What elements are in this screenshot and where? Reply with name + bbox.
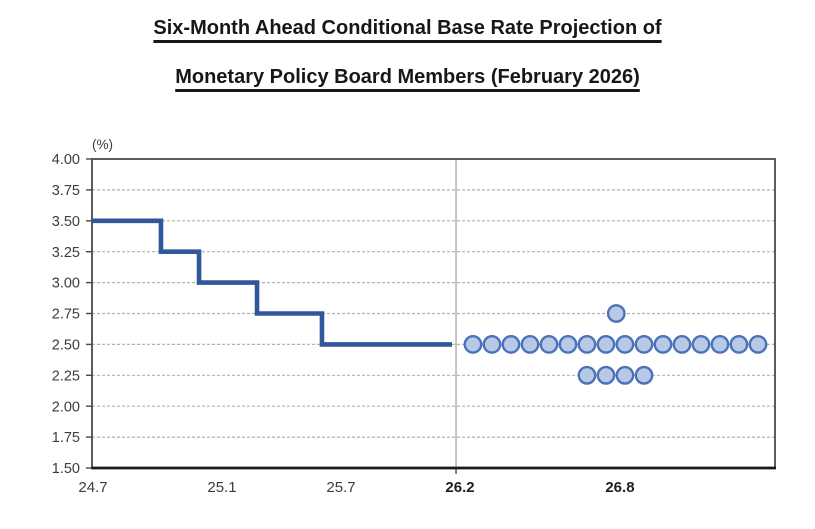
projection-dot (634, 334, 654, 354)
y-axis-unit-label: (%) (92, 137, 113, 152)
projection-dot (748, 334, 768, 354)
projection-dot (577, 365, 597, 385)
projection-dot (672, 334, 692, 354)
projection-dot (501, 334, 521, 354)
y-axis-label: 2.25 (52, 368, 80, 384)
projection-dot (615, 365, 635, 385)
x-axis-label: 26.8 (605, 479, 634, 496)
projection-dot (539, 334, 559, 354)
projection-dot (596, 334, 616, 354)
projection-dot (606, 304, 626, 323)
x-axis-label: 25.7 (326, 479, 355, 496)
projection-dot (463, 334, 483, 354)
y-axis-label: 2.50 (52, 337, 80, 353)
y-axis-label: 3.25 (52, 245, 80, 261)
chart-title-line1: Six-Month Ahead Conditional Base Rate Pr… (153, 17, 662, 39)
y-axis-label: 3.00 (52, 276, 80, 292)
y-axis-label: 1.75 (52, 430, 80, 446)
projection-dot (520, 334, 540, 354)
y-axis-label: 2.00 (52, 399, 80, 415)
y-axis-label: 3.75 (52, 183, 80, 199)
y-axis-label: 1.50 (52, 461, 80, 477)
projection-dot (558, 334, 578, 354)
x-axis-label: 24.7 (78, 479, 107, 496)
projection-dot (615, 334, 635, 354)
chart-title-line2: Monetary Policy Board Members (February … (175, 66, 640, 88)
y-axis-label: 2.75 (52, 307, 80, 323)
projection-dot (596, 365, 616, 385)
projection-dot (691, 334, 711, 354)
x-axis-label: 26.2 (445, 479, 474, 496)
x-axis-label: 25.1 (207, 479, 236, 496)
projection-dot (482, 334, 502, 354)
y-axis-label: 4.00 (52, 152, 80, 168)
projection-dot (577, 334, 597, 354)
projection-dot (653, 334, 673, 354)
projection-dot (710, 334, 730, 354)
actual-rate-step-line (92, 218, 453, 347)
projection-dot (729, 334, 749, 354)
y-axis-label: 3.50 (52, 214, 80, 230)
projection-dot (634, 365, 654, 385)
